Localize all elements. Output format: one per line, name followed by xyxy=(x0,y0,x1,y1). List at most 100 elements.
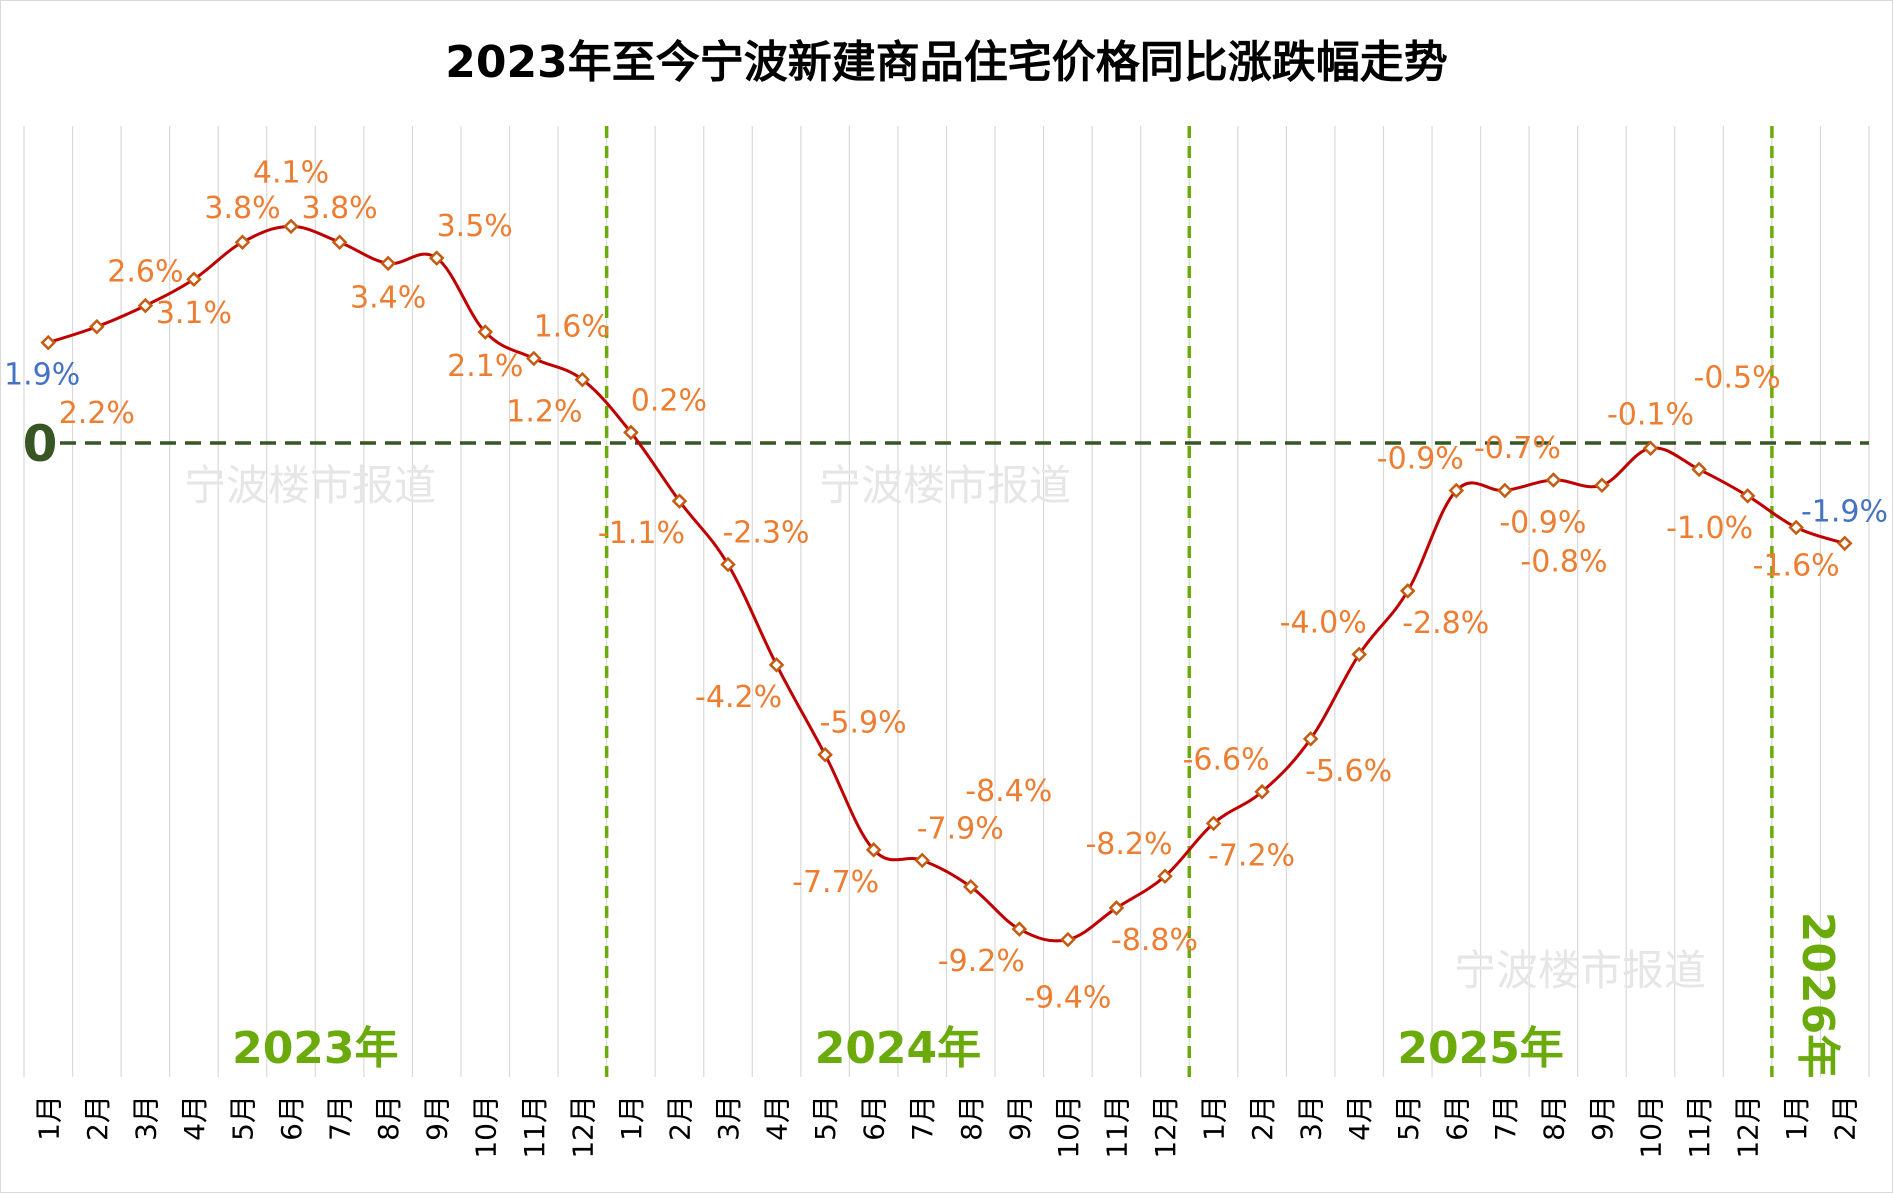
year-label: 2026年 xyxy=(1792,912,1843,1078)
data-label: 1.6% xyxy=(534,309,610,344)
x-tick-label: 8月 xyxy=(955,1095,988,1141)
x-tick-label: 11月 xyxy=(1100,1095,1133,1159)
data-point-marker xyxy=(1836,535,1853,552)
data-label: -8.4% xyxy=(965,774,1052,809)
data-label: 1.9% xyxy=(4,358,80,393)
x-tick-label: 6月 xyxy=(1440,1095,1473,1141)
data-point-marker xyxy=(1399,583,1416,599)
year-label: 2023年 xyxy=(232,1023,398,1074)
data-point-marker xyxy=(186,271,202,287)
x-tick-label: 2月 xyxy=(1829,1095,1862,1141)
data-label: -7.2% xyxy=(1208,838,1295,873)
data-point-marker xyxy=(1302,731,1319,747)
data-point-marker xyxy=(963,879,979,895)
data-label: -6.6% xyxy=(1183,743,1270,778)
data-point-marker xyxy=(1642,440,1659,457)
data-label: 2.6% xyxy=(107,255,183,290)
x-tick-label: 5月 xyxy=(809,1095,842,1141)
data-label: -1.6% xyxy=(1753,549,1840,584)
data-point-marker xyxy=(865,842,882,858)
data-label: 3.4% xyxy=(350,280,426,315)
x-tick-label: 8月 xyxy=(372,1095,405,1141)
data-label: -9.4% xyxy=(1024,981,1111,1016)
data-point-marker xyxy=(1739,488,1756,504)
x-tick-label: 11月 xyxy=(1683,1095,1716,1159)
year-label: 2024年 xyxy=(815,1023,981,1074)
data-label: 1.2% xyxy=(506,395,582,430)
x-tick-label: 9月 xyxy=(1003,1095,1036,1141)
data-label: 3.5% xyxy=(437,209,513,244)
x-tick-label: 6月 xyxy=(275,1095,308,1141)
x-tick-label: 1月 xyxy=(1780,1095,1813,1141)
x-tick-label: 10月 xyxy=(469,1095,502,1159)
data-label: -2.3% xyxy=(722,516,809,551)
data-point-marker xyxy=(1254,783,1270,800)
data-point-marker xyxy=(720,556,736,573)
chart-title: 2023年至今宁波新建商品住宅价格同比涨跌幅走势 xyxy=(445,37,1448,88)
data-label: -7.9% xyxy=(917,811,1004,846)
data-label: -2.8% xyxy=(1402,606,1489,641)
data-point-marker xyxy=(768,657,785,673)
data-label: 3.8% xyxy=(301,191,377,226)
x-tick-label: 5月 xyxy=(1392,1095,1425,1141)
data-point-marker xyxy=(914,852,930,869)
data-point-marker xyxy=(1205,815,1222,832)
data-label: -0.8% xyxy=(1520,544,1607,579)
watermark: 宁波楼市报道 xyxy=(184,461,436,510)
zero-label: 0 xyxy=(23,415,58,473)
data-label: 3.1% xyxy=(156,296,232,331)
x-tick-label: 8月 xyxy=(1537,1095,1570,1141)
data-label: -1.1% xyxy=(598,516,685,551)
x-tick-label: 12月 xyxy=(1149,1095,1182,1159)
x-tick-label: 7月 xyxy=(324,1095,357,1141)
data-label: -8.8% xyxy=(1111,923,1198,958)
data-point-marker xyxy=(1060,931,1076,948)
data-label: -5.6% xyxy=(1305,754,1392,789)
data-label: -7.7% xyxy=(792,865,879,900)
x-tick-label: 2月 xyxy=(81,1095,114,1141)
x-tick-label: 3月 xyxy=(129,1095,162,1141)
data-point-marker xyxy=(1108,900,1125,916)
data-point-marker xyxy=(137,297,154,314)
data-point-marker xyxy=(428,250,445,266)
x-tick-label: 1月 xyxy=(32,1095,65,1141)
data-point-marker xyxy=(671,493,688,509)
x-tick-label: 12月 xyxy=(1732,1095,1765,1159)
x-tick-label: 4月 xyxy=(1343,1095,1376,1141)
data-label: 2.2% xyxy=(59,396,135,431)
data-point-marker xyxy=(477,324,494,340)
x-tick-label: 10月 xyxy=(1635,1095,1668,1159)
data-label: 2.1% xyxy=(447,349,523,384)
data-point-marker xyxy=(40,334,57,351)
data-label: -0.5% xyxy=(1694,360,1781,395)
data-label: -8.2% xyxy=(1085,827,1172,862)
x-tick-label: 7月 xyxy=(1489,1095,1522,1141)
data-label: -0.9% xyxy=(1499,506,1586,541)
x-tick-label: 9月 xyxy=(1586,1095,1619,1141)
data-point-marker xyxy=(380,255,396,272)
data-label: -1.0% xyxy=(1666,511,1753,546)
data-label: 4.1% xyxy=(253,155,329,190)
x-tick-label: 4月 xyxy=(178,1095,211,1141)
x-tick-label: 3月 xyxy=(1295,1095,1328,1141)
data-point-marker xyxy=(1448,482,1465,499)
data-point-marker xyxy=(283,218,299,235)
x-tick-label: 2月 xyxy=(1246,1095,1279,1141)
data-point-marker xyxy=(1788,519,1804,536)
x-tick-label: 4月 xyxy=(761,1095,794,1141)
x-tick-label: 1月 xyxy=(1198,1095,1231,1141)
data-point-marker xyxy=(526,350,542,367)
data-point-marker xyxy=(1594,477,1610,494)
data-point-marker xyxy=(623,424,639,441)
data-label: -4.0% xyxy=(1280,605,1367,640)
x-tick-label: 7月 xyxy=(906,1095,939,1141)
data-label: -0.1% xyxy=(1607,397,1694,432)
data-point-marker xyxy=(574,371,591,388)
data-point-marker xyxy=(234,234,251,251)
watermark: 宁波楼市报道 xyxy=(819,461,1071,510)
data-point-marker xyxy=(331,234,348,251)
x-tick-label: 6月 xyxy=(858,1095,891,1141)
x-tick-label: 1月 xyxy=(615,1095,648,1141)
data-point-marker xyxy=(1497,482,1513,499)
x-tick-label: 10月 xyxy=(1052,1095,1085,1159)
